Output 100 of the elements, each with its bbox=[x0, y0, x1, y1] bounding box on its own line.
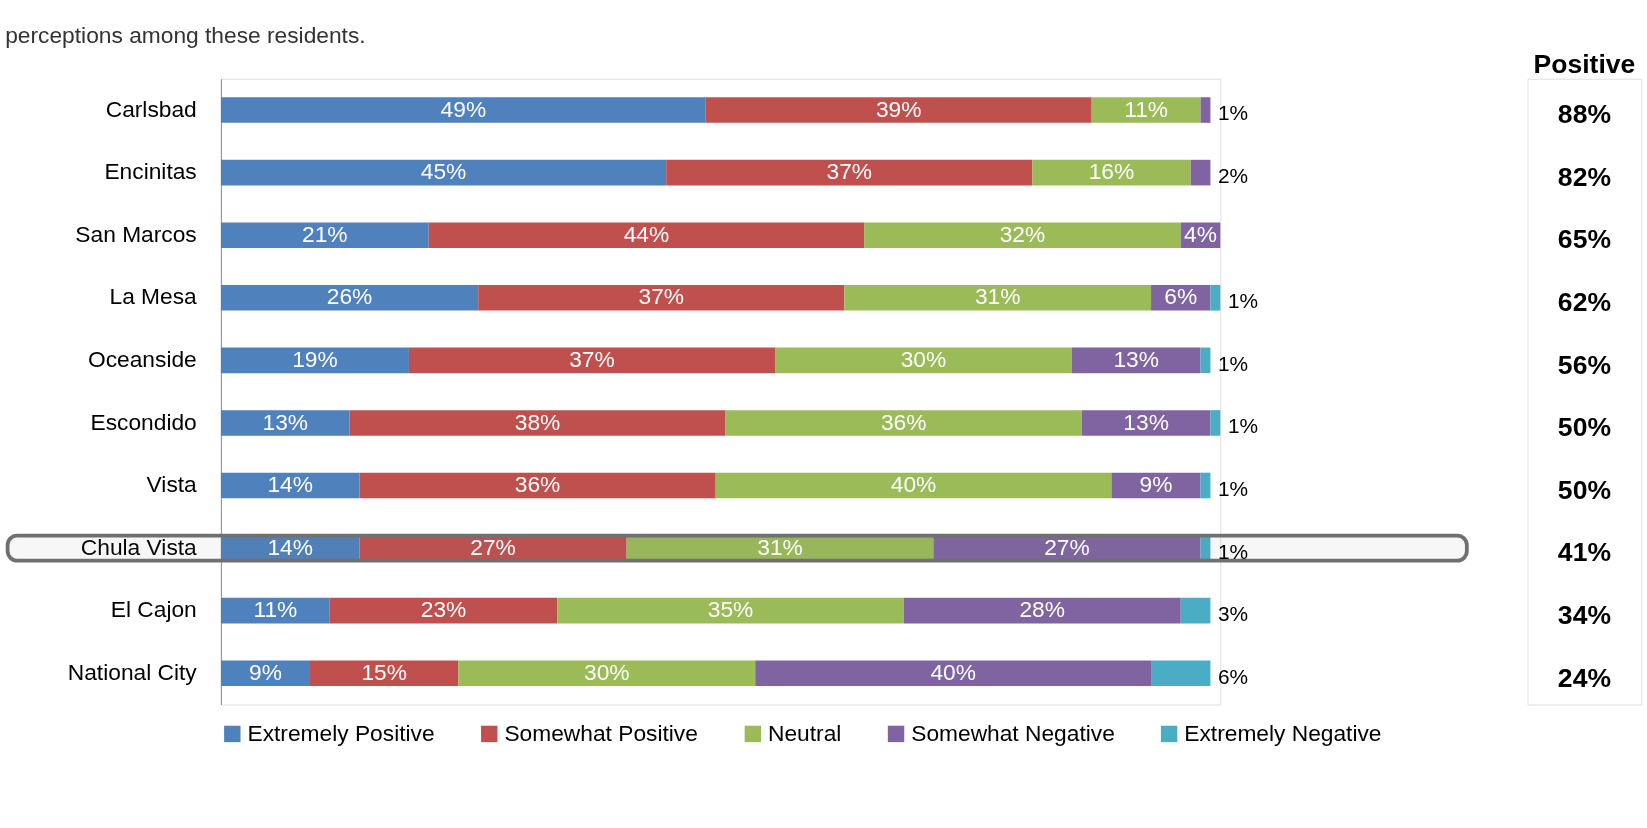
bar bbox=[309, 660, 459, 687]
bar bbox=[1200, 535, 1211, 561]
text: 50% bbox=[1557, 412, 1611, 443]
data-label: 37% bbox=[569, 345, 615, 372]
bar bbox=[666, 159, 1033, 186]
data-label: 23% bbox=[420, 596, 467, 623]
data-label: 13% bbox=[262, 408, 309, 435]
data-label: 15% bbox=[361, 658, 407, 685]
data-label: 32% bbox=[999, 220, 1046, 247]
data-label: 37% bbox=[638, 283, 685, 310]
data-label: 27% bbox=[1044, 533, 1090, 560]
bar bbox=[1210, 284, 1221, 311]
bar bbox=[1180, 597, 1211, 624]
bar bbox=[478, 284, 845, 311]
text: 24% bbox=[1557, 662, 1611, 693]
data-label: 1% bbox=[1218, 476, 1249, 500]
data-label: 1% bbox=[1227, 289, 1259, 313]
data-label: 31% bbox=[974, 283, 1021, 310]
data-label: 9% bbox=[1139, 471, 1173, 498]
y-tick-label: Chula Vista bbox=[80, 533, 198, 560]
bar bbox=[220, 159, 667, 186]
bar bbox=[755, 660, 1152, 687]
y-tick-label: San Marcos bbox=[75, 220, 197, 247]
y-tick-label: Carlsbad bbox=[105, 95, 197, 122]
bar bbox=[408, 347, 776, 374]
bar bbox=[220, 284, 479, 311]
data-label: 14% bbox=[267, 471, 313, 498]
text: 88% bbox=[1557, 99, 1611, 130]
bar bbox=[220, 222, 429, 248]
y-tick-label: La Mesa bbox=[109, 283, 198, 310]
data-label: 40% bbox=[930, 658, 976, 685]
text: 41% bbox=[1557, 537, 1611, 568]
data-label: 11% bbox=[253, 596, 298, 623]
bar bbox=[359, 535, 627, 561]
data-label: 1% bbox=[1227, 414, 1259, 438]
data-label: 35% bbox=[707, 596, 754, 623]
bar bbox=[864, 222, 1181, 248]
data-label: 40% bbox=[890, 471, 937, 498]
text: 50% bbox=[1557, 474, 1611, 505]
bar bbox=[1081, 410, 1211, 436]
data-label: 19% bbox=[292, 345, 338, 372]
data-label: 38% bbox=[514, 408, 561, 435]
bar bbox=[705, 97, 1092, 123]
bar bbox=[933, 535, 1201, 561]
bar bbox=[775, 347, 1072, 374]
bar bbox=[458, 660, 756, 687]
bar bbox=[220, 535, 360, 561]
data-label: 3% bbox=[1218, 602, 1249, 626]
y-tick-label: Encinitas bbox=[104, 158, 197, 185]
data-label: 36% bbox=[880, 408, 927, 435]
data-label: 14% bbox=[267, 533, 313, 560]
bar bbox=[359, 472, 716, 499]
data-label: 6% bbox=[1164, 283, 1198, 310]
bar bbox=[626, 535, 934, 561]
data-label: 44% bbox=[623, 220, 670, 247]
legend-label: Neutral bbox=[768, 719, 842, 746]
bar bbox=[428, 222, 865, 248]
text: 65% bbox=[1557, 224, 1611, 255]
data-label: 6% bbox=[1218, 664, 1249, 688]
y-tick-label: National City bbox=[67, 658, 198, 685]
bar bbox=[844, 284, 1152, 311]
chart-subtitle: perceptions among these residents. bbox=[5, 22, 366, 49]
legend-label: Extremely Negative bbox=[1184, 719, 1382, 746]
text: 34% bbox=[1557, 599, 1611, 630]
legend-label: Extremely Positive bbox=[247, 719, 435, 746]
bar bbox=[557, 597, 904, 624]
text: 56% bbox=[1557, 349, 1611, 380]
bar bbox=[220, 347, 409, 374]
data-label: 9% bbox=[249, 658, 282, 685]
data-label: 1% bbox=[1218, 351, 1249, 375]
data-label: 13% bbox=[1113, 345, 1159, 372]
legend-label: Somewhat Negative bbox=[911, 719, 1115, 746]
data-label: 49% bbox=[440, 95, 487, 122]
bar bbox=[1190, 159, 1211, 186]
data-label: 2% bbox=[1218, 164, 1249, 188]
y-tick-label: Oceanside bbox=[87, 345, 197, 372]
y-tick-label: El Cajon bbox=[110, 596, 197, 623]
data-label: 36% bbox=[514, 471, 561, 498]
data-label: 30% bbox=[584, 658, 630, 685]
text: Positive bbox=[1533, 49, 1636, 80]
y-tick-label: Escondido bbox=[90, 408, 197, 435]
data-label: 26% bbox=[326, 283, 373, 310]
data-label: 31% bbox=[757, 533, 803, 560]
data-label: 11% bbox=[1124, 95, 1169, 122]
data-label: 37% bbox=[826, 158, 873, 185]
data-label: 1% bbox=[1218, 101, 1249, 125]
data-label: 45% bbox=[420, 158, 467, 185]
bar bbox=[220, 660, 310, 687]
bar bbox=[220, 97, 706, 123]
bar bbox=[1210, 410, 1221, 436]
data-label: 1% bbox=[1218, 539, 1249, 563]
bar bbox=[903, 597, 1181, 624]
y-tick-label: Vista bbox=[146, 471, 198, 498]
data-label: 39% bbox=[875, 95, 922, 122]
bar bbox=[329, 597, 558, 624]
data-label: 28% bbox=[1019, 596, 1065, 623]
bar bbox=[1091, 97, 1201, 123]
data-label: 4% bbox=[1184, 220, 1217, 247]
bar bbox=[715, 472, 1112, 499]
data-label: 27% bbox=[470, 533, 516, 560]
